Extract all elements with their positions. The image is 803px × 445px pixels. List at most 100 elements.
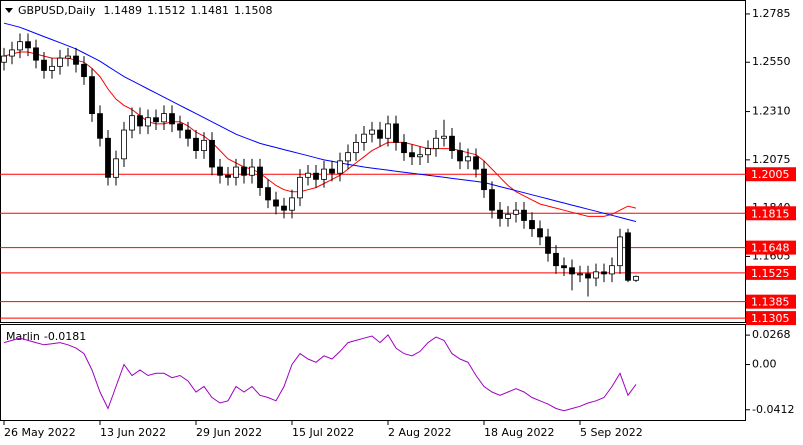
candle-body <box>625 232 631 281</box>
level-label-box <box>746 240 796 255</box>
candle-body <box>553 252 559 267</box>
candle-body <box>561 265 567 269</box>
candle-body <box>449 135 455 152</box>
candle-body <box>113 158 119 178</box>
last-low: 1.1481 <box>191 4 230 17</box>
candle-body <box>281 205 287 211</box>
candle-body <box>529 220 535 230</box>
candle-body <box>177 123 183 131</box>
y-tick-label: 1.2310 <box>752 105 791 118</box>
candle-body <box>201 139 207 152</box>
candle-body <box>481 168 487 191</box>
candle-body <box>17 41 23 51</box>
x-tick-label: 29 Jun 2022 <box>196 426 262 439</box>
y-tick-label: 0.00 <box>752 358 777 371</box>
candle-body <box>241 166 247 176</box>
level-label: 1.1648 <box>751 242 790 255</box>
x-tick-label: 15 Jul 2022 <box>292 426 354 439</box>
candle-body <box>161 113 167 123</box>
candle-body <box>41 59 47 71</box>
level-label: 1.1525 <box>751 267 790 280</box>
candle-body <box>169 113 175 125</box>
candle-body <box>377 129 383 139</box>
candle-body <box>385 123 391 139</box>
candle-body <box>249 166 255 176</box>
candle-body <box>593 271 599 279</box>
candle-body <box>329 168 335 174</box>
moving-average <box>3 51 637 217</box>
x-tick-label: 2 Aug 2022 <box>388 426 451 439</box>
candle-body <box>121 129 127 160</box>
candle-body <box>129 115 135 131</box>
last-close: 1.1508 <box>234 4 273 17</box>
y-tick-label: 1.2550 <box>752 55 791 68</box>
y-tick-label: 1.2785 <box>752 7 791 20</box>
y-tick-label: -0.0412 <box>752 403 794 416</box>
candle-body <box>433 137 439 149</box>
candle-body <box>353 141 359 154</box>
candle-body <box>569 267 575 275</box>
candle-body <box>105 137 111 178</box>
level-label: 1.1815 <box>751 207 790 220</box>
candle-body <box>321 168 327 180</box>
candle-body <box>57 57 63 67</box>
candle-body <box>137 115 143 127</box>
menu-arrow <box>5 8 13 13</box>
candle-body <box>289 197 295 211</box>
candle-body <box>545 236 551 254</box>
level-label: 1.1385 <box>751 296 790 309</box>
candle-body <box>193 137 199 152</box>
candle-body <box>409 152 415 158</box>
candle-body <box>1 55 7 63</box>
candle-body <box>537 228 543 238</box>
candle-body <box>233 166 239 178</box>
x-tick-label: 26 May 2022 <box>4 426 76 439</box>
candle-body <box>9 49 15 57</box>
indicator-line <box>3 334 637 412</box>
candle-body <box>257 166 263 188</box>
candle-body <box>489 189 495 211</box>
candle-body <box>145 117 151 127</box>
candle-body <box>473 156 479 170</box>
candle-body <box>585 273 591 279</box>
candle-body <box>49 65 55 71</box>
level-label-box <box>746 294 796 309</box>
level-label: 1.2005 <box>751 168 790 181</box>
main-pane <box>0 0 746 323</box>
candle-body <box>297 176 303 199</box>
x-tick-label: 13 Jun 2022 <box>100 426 166 439</box>
indicator-pane <box>0 324 746 421</box>
candle-body <box>313 172 319 180</box>
symbol: GBPUSD,Daily <box>18 4 96 17</box>
candle-body <box>617 236 623 267</box>
candle-body <box>345 152 351 162</box>
header: GBPUSD,Daily 1.1489 1.1512 1.1481 1.1508 <box>18 4 273 17</box>
candle-body <box>601 271 607 275</box>
candle-body <box>225 174 231 178</box>
level-label: 1.1305 <box>751 312 790 325</box>
candle-body <box>89 76 95 115</box>
candle-body <box>457 150 463 162</box>
candle-body <box>361 133 367 143</box>
candle-body <box>441 135 447 139</box>
level-label-box <box>746 206 796 221</box>
candle-body <box>425 148 431 156</box>
candle-body <box>369 129 375 135</box>
candle-body <box>417 154 423 158</box>
candle-body <box>633 275 639 281</box>
last-high: 1.1512 <box>147 4 186 17</box>
last-open: 1.1489 <box>104 4 143 17</box>
moving-average <box>3 22 637 222</box>
level-label-box <box>746 265 796 280</box>
candle-body <box>65 55 71 59</box>
candle-body <box>577 273 583 276</box>
candle-body <box>521 209 527 221</box>
level-label-box <box>746 311 796 326</box>
candle-body <box>513 209 519 215</box>
x-tick-label: 5 Sep 2022 <box>580 426 643 439</box>
candle-body <box>393 123 399 143</box>
x-tick-label: 18 Aug 2022 <box>484 426 554 439</box>
candle-body <box>505 213 511 219</box>
